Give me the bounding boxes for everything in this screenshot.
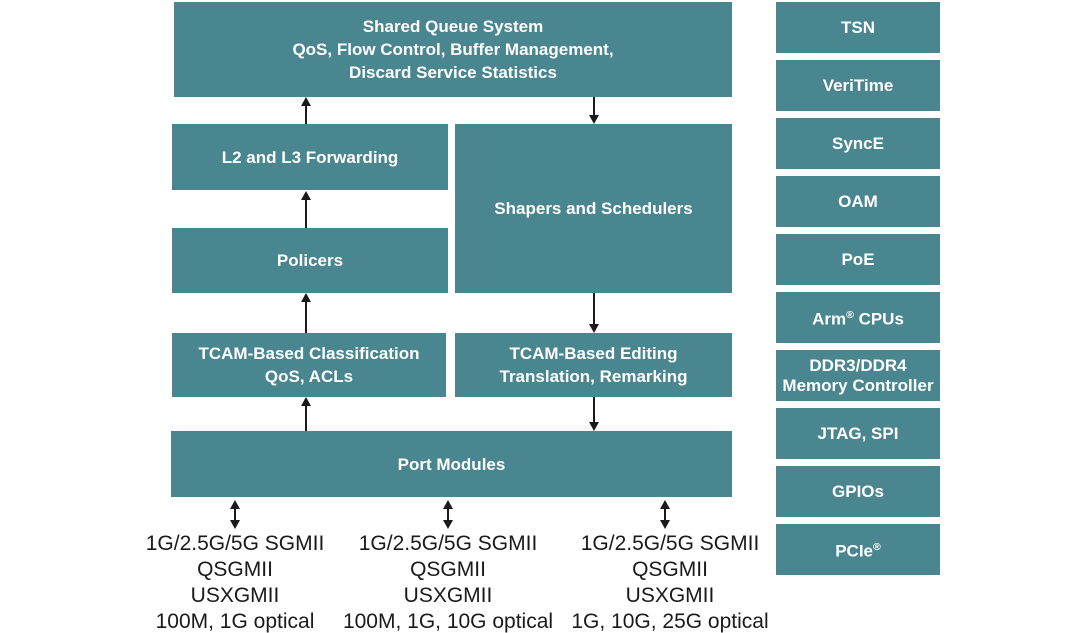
- block-line: OAM: [838, 191, 878, 211]
- block-gpios: GPIOs: [776, 466, 940, 517]
- block-arm-cpus: Arm® CPUs: [776, 292, 940, 343]
- block-line: L2 and L3 Forwarding: [221, 147, 399, 167]
- up-arrow-icon: [300, 191, 312, 228]
- port-interface-list-2: 1G/2.5G/5G SGMII QSGMII USXGMII 100M, 1G…: [323, 531, 573, 633]
- interface-line: 100M, 1G optical: [155, 610, 315, 633]
- port-interface-list-1: 1G/2.5G/5G SGMII QSGMII USXGMII 100M, 1G…: [110, 531, 360, 633]
- down-arrow-icon: [588, 397, 600, 431]
- block-ddr-memory-controller: DDR3/DDR4 Memory Controller: [776, 350, 940, 401]
- block-tcam-classification: TCAM-Based Classification QoS, ACLs: [172, 333, 446, 397]
- block-poe: PoE: [776, 234, 940, 285]
- block-line: Discard Service Statistics: [349, 63, 557, 82]
- up-arrow-icon: [300, 97, 312, 124]
- block-synce: SyncE: [776, 118, 940, 169]
- block-line: QoS, ACLs: [264, 367, 354, 386]
- block-line: Port Modules: [397, 454, 506, 474]
- interface-line: QSGMII: [197, 558, 273, 581]
- block-line: Shapers and Schedulers: [494, 199, 693, 218]
- block-port-modules: Port Modules: [171, 431, 732, 497]
- block-line: Policers: [276, 251, 344, 270]
- block-policers: Policers: [172, 228, 448, 293]
- block-line: VeriTime: [822, 75, 894, 95]
- interface-line: 1G, 10G, 25G optical: [571, 610, 769, 633]
- block-line: Arm® CPUs: [812, 309, 904, 329]
- interface-line: 100M, 1G, 10G optical: [342, 610, 554, 633]
- block-line: TCAM-Based Editing: [509, 344, 678, 363]
- block-line: TSN: [841, 17, 875, 37]
- interface-line: QSGMII: [410, 558, 486, 581]
- block-line: Memory Controller: [782, 375, 934, 395]
- interface-line: USXGMII: [190, 584, 280, 607]
- block-line: SyncE: [832, 133, 884, 153]
- interface-line: 1G/2.5G/5G SGMII: [145, 532, 325, 555]
- block-line: Translation, Remarking: [499, 367, 688, 386]
- block-pcie: PCIe®: [776, 524, 940, 575]
- double-arrow-icon: [229, 500, 241, 529]
- up-arrow-icon: [300, 293, 312, 333]
- block-shared-queue-system: Shared Queue System QoS, Flow Control, B…: [174, 2, 732, 97]
- double-arrow-icon: [442, 500, 454, 529]
- block-line: PCIe®: [835, 541, 881, 561]
- sidebar-feature-blocks: TSN VeriTime SyncE OAM PoE Arm® CPUs DDR…: [776, 2, 940, 575]
- block-tcam-editing: TCAM-Based Editing Translation, Remarkin…: [455, 333, 732, 397]
- down-arrow-icon: [588, 97, 600, 124]
- block-line: PoE: [841, 249, 875, 269]
- block-line: QoS, Flow Control, Buffer Management,: [292, 40, 614, 59]
- interface-line: QSGMII: [632, 558, 708, 581]
- block-jtag-spi: JTAG, SPI: [776, 408, 940, 459]
- block-line: TCAM-Based Classification: [198, 344, 420, 363]
- block-shapers-schedulers: Shapers and Schedulers: [455, 124, 732, 293]
- interface-line: USXGMII: [625, 584, 715, 607]
- up-arrow-icon: [300, 397, 312, 431]
- block-l2-l3-forwarding: L2 and L3 Forwarding: [172, 124, 448, 190]
- port-interface-list-3: 1G/2.5G/5G SGMII QSGMII USXGMII 1G, 10G,…: [545, 531, 795, 633]
- block-line: GPIOs: [832, 481, 884, 501]
- block-line: Shared Queue System: [362, 17, 544, 36]
- block-veritime: VeriTime: [776, 60, 940, 111]
- block-oam: OAM: [776, 176, 940, 227]
- block-line: DDR3/DDR4: [809, 355, 907, 375]
- interface-line: 1G/2.5G/5G SGMII: [358, 532, 538, 555]
- block-tsn: TSN: [776, 2, 940, 53]
- interface-line: USXGMII: [403, 584, 493, 607]
- double-arrow-icon: [659, 500, 671, 529]
- down-arrow-icon: [588, 293, 600, 333]
- interface-line: 1G/2.5G/5G SGMII: [580, 532, 760, 555]
- block-line: JTAG, SPI: [817, 423, 899, 443]
